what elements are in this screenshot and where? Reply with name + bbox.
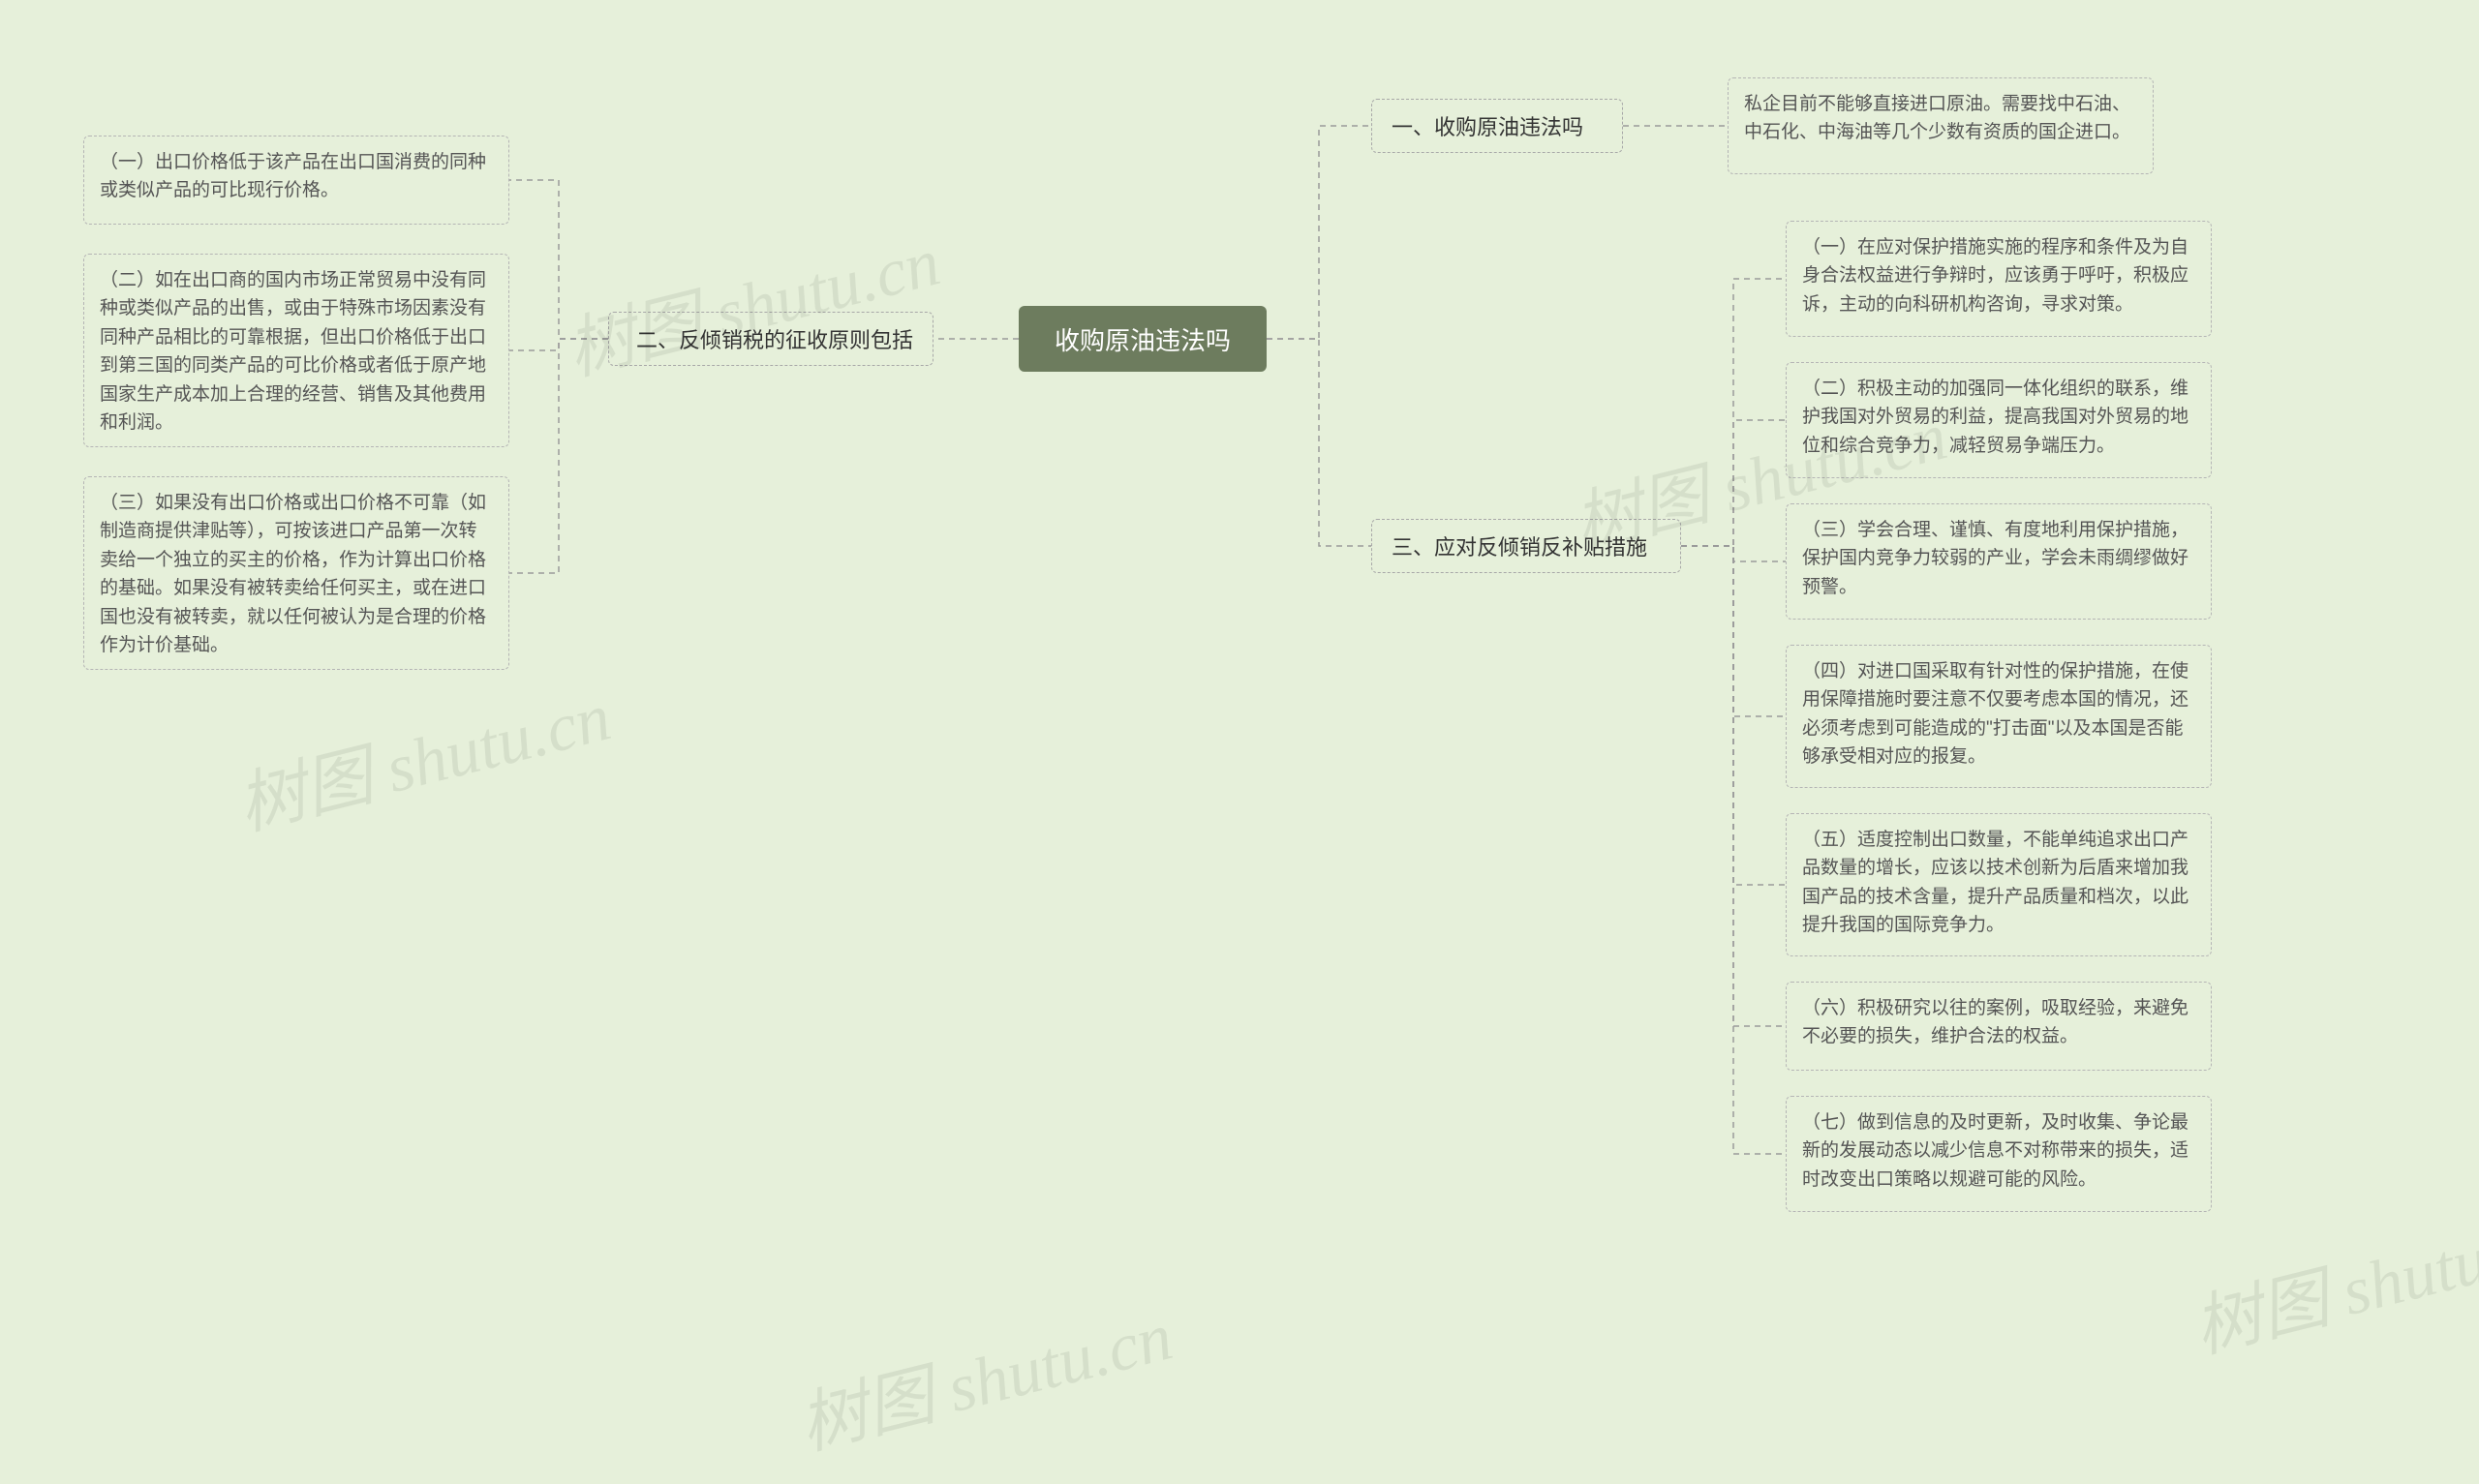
watermark-1: 树图 shutu.cn [556, 207, 949, 394]
branch-b3-label: 三、应对反倾销反补贴措施 [1392, 530, 1647, 561]
leaf-b3-4: （五）适度控制出口数量，不能单纯追求出口产品数量的增长，应该以技术创新为后盾来增… [1786, 813, 2212, 956]
leaf-b3-3-label: （四）对进口国采取有针对性的保护措施，在使用保障措施时要注意不仅要考虑本国的情况… [1802, 661, 2188, 767]
branch-b1: 一、收购原油违法吗 [1371, 99, 1623, 153]
leaf-b3-0-label: （一）在应对保护措施实施的程序和条件及为自身合法权益进行争辩时，应该勇于呼吁，积… [1802, 237, 2188, 315]
watermark-4: 树图 shutu.cn [2183, 1185, 2479, 1372]
leaf-b2-2-label: （三）如果没有出口价格或出口价格不可靠（如制造商提供津贴等），可按该进口产品第一… [100, 493, 486, 655]
leaf-b1-0: 私企目前不能够直接进口原油。需要找中石油、中石化、中海油等几个少数有资质的国企进… [1728, 77, 2154, 174]
root-node: 收购原油违法吗 [1019, 306, 1267, 372]
leaf-b3-5-label: （六）积极研究以往的案例，吸取经验，来避免不必要的损失，维护合法的权益。 [1802, 998, 2188, 1046]
leaf-b3-6: （七）做到信息的及时更新，及时收集、争论最新的发展动态以减少信息不对称带来的损失… [1786, 1096, 2212, 1212]
leaf-b2-0: （一）出口价格低于该产品在出口国消费的同种或类似产品的可比现行价格。 [83, 136, 509, 225]
leaf-b3-1-label: （二）积极主动的加强同一体化组织的联系，维护我国对外贸易的利益，提高我国对外贸易… [1802, 379, 2188, 456]
leaf-b3-6-label: （七）做到信息的及时更新，及时收集、争论最新的发展动态以减少信息不对称带来的损失… [1802, 1112, 2188, 1190]
leaf-b2-2: （三）如果没有出口价格或出口价格不可靠（如制造商提供津贴等），可按该进口产品第一… [83, 476, 509, 670]
leaf-b3-2-label: （三）学会合理、谨慎、有度地利用保护措施，保护国内竞争力较弱的产业，学会未雨绸缪… [1802, 520, 2188, 597]
branch-b1-label: 一、收购原油违法吗 [1392, 110, 1583, 141]
leaf-b3-4-label: （五）适度控制出口数量，不能单纯追求出口产品数量的增长，应该以技术创新为后盾来增… [1802, 830, 2188, 935]
branch-b2: 二、反倾销税的征收原则包括 [608, 312, 933, 366]
leaf-b2-0-label: （一）出口价格低于该产品在出口国消费的同种或类似产品的可比现行价格。 [100, 152, 486, 200]
leaf-b1-0-label: 私企目前不能够直接进口原油。需要找中石油、中石化、中海油等几个少数有资质的国企进… [1744, 94, 2130, 142]
mindmap-canvas: 收购原油违法吗 一、收购原油违法吗 私企目前不能够直接进口原油。需要找中石油、中石化… [0, 0, 2479, 1484]
leaf-b2-1: （二）如在出口商的国内市场正常贸易中没有同种或类似产品的出售，或由于特殊市场因素… [83, 254, 509, 447]
branch-b3: 三、应对反倾销反补贴措施 [1371, 519, 1681, 573]
leaf-b3-5: （六）积极研究以往的案例，吸取经验，来避免不必要的损失，维护合法的权益。 [1786, 982, 2212, 1071]
leaf-b3-1: （二）积极主动的加强同一体化组织的联系，维护我国对外贸易的利益，提高我国对外贸易… [1786, 362, 2212, 478]
leaf-b3-3: （四）对进口国采取有针对性的保护措施，在使用保障措施时要注意不仅要考虑本国的情况… [1786, 645, 2212, 788]
root-node-label: 收购原油违法吗 [1055, 321, 1231, 357]
leaf-b3-0: （一）在应对保护措施实施的程序和条件及为自身合法权益进行争辩时，应该勇于呼吁，积… [1786, 221, 2212, 337]
leaf-b3-2: （三）学会合理、谨慎、有度地利用保护措施，保护国内竞争力较弱的产业，学会未雨绸缪… [1786, 503, 2212, 620]
watermark-3: 树图 shutu.cn [788, 1282, 1181, 1469]
leaf-b2-1-label: （二）如在出口商的国内市场正常贸易中没有同种或类似产品的出售，或由于特殊市场因素… [100, 270, 486, 433]
branch-b2-label: 二、反倾销税的征收原则包括 [636, 323, 913, 354]
watermark-0: 树图 shutu.cn [227, 662, 620, 849]
